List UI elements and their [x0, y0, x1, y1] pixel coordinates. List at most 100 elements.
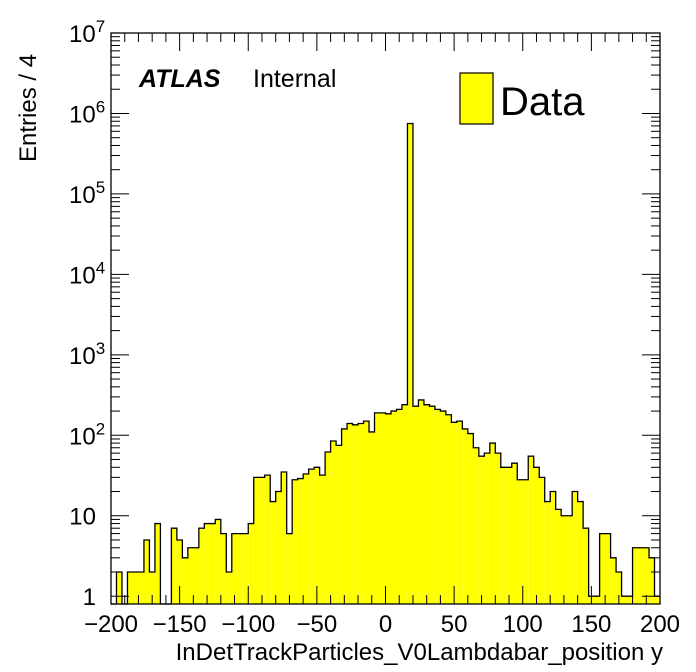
histogram-bar — [638, 547, 644, 604]
histogram-bar — [314, 467, 320, 604]
histogram-bar — [632, 547, 639, 604]
histogram-bar — [281, 471, 287, 604]
histogram-bar — [132, 571, 139, 604]
histogram-bar — [627, 596, 633, 604]
histogram-bar — [423, 404, 430, 604]
histogram-bar — [555, 509, 562, 604]
histogram-bar — [654, 596, 660, 604]
histogram-bar — [418, 399, 424, 604]
y-axis-label: Entries / 4 — [15, 54, 42, 162]
histogram-bar — [462, 428, 468, 604]
histogram-bar — [171, 528, 177, 604]
histogram-bar — [374, 412, 381, 604]
histogram-bar — [506, 467, 512, 604]
histogram-bar — [220, 533, 227, 604]
histogram-bar — [605, 533, 611, 604]
histogram-bar — [143, 539, 150, 604]
histogram-bar — [259, 477, 265, 604]
histogram-bar — [511, 463, 518, 604]
histogram-bar — [325, 451, 331, 604]
histogram-bar — [517, 479, 523, 604]
x-axis-ticks — [110, 33, 661, 604]
histogram-bar — [566, 515, 573, 604]
histogram-bar — [407, 123, 413, 604]
histogram-bar — [154, 523, 161, 604]
histogram-bar — [369, 431, 375, 604]
atlas-sublabel: Internal — [253, 65, 336, 93]
y-tick-label: 102 — [69, 419, 105, 450]
histogram-bars — [111, 122, 660, 605]
histogram-bar — [138, 571, 144, 604]
histogram-bar — [176, 539, 183, 604]
legend-label-data: Data — [500, 80, 585, 124]
histogram-bar — [292, 479, 298, 604]
histogram-bar — [193, 547, 199, 604]
histogram-bar — [237, 533, 243, 604]
y-tick-label: 106 — [69, 97, 105, 128]
y-tick-label: 103 — [69, 339, 105, 370]
histogram-bar — [396, 409, 402, 604]
x-tick-label: 100 — [503, 611, 543, 638]
histogram-bar — [248, 523, 254, 604]
histogram-bar — [484, 453, 490, 604]
histogram-bar — [352, 424, 359, 604]
histogram-bar — [495, 453, 501, 604]
histogram-bar — [297, 478, 304, 604]
histogram-bar — [643, 547, 650, 604]
x-axis-label: InDetTrackParticles_V0Lambdabar_position… — [176, 639, 663, 666]
x-tick-label: −150 — [153, 611, 207, 638]
histogram-bar — [358, 423, 364, 604]
y-tick-label: 10 — [69, 504, 96, 531]
histogram-bar — [385, 413, 391, 604]
histogram-bar — [412, 406, 419, 604]
histogram-bar — [231, 533, 238, 604]
histogram-bar — [204, 523, 210, 604]
histogram-bar — [599, 533, 606, 604]
y-tick-label: 104 — [69, 258, 105, 289]
histogram-bar — [473, 447, 479, 604]
histogram-bar — [242, 533, 249, 604]
y-tick-label: 105 — [69, 178, 105, 209]
histogram-bar — [649, 557, 655, 604]
histogram-bar — [116, 571, 122, 604]
histogram-bar — [445, 414, 452, 604]
histogram-bar — [182, 557, 188, 604]
atlas-label: ATLAS — [138, 65, 221, 93]
histogram-bar — [478, 456, 485, 604]
x-tick-label: 150 — [571, 611, 611, 638]
histogram-bar — [275, 491, 282, 604]
histogram-bar — [401, 404, 408, 604]
histogram-bar — [149, 571, 155, 604]
histogram-bar — [616, 571, 622, 604]
x-tick-label: 200 — [640, 611, 680, 638]
histogram-bar — [303, 474, 309, 604]
histogram-bar — [286, 533, 293, 604]
histogram-bar — [127, 571, 133, 604]
histogram-bar — [198, 528, 205, 604]
histogram-bar — [577, 501, 584, 604]
histogram-bar — [347, 423, 353, 604]
histogram-bar — [500, 467, 507, 604]
histogram-bar — [522, 479, 529, 604]
histogram-bar — [226, 571, 232, 604]
histogram-bar — [456, 421, 463, 604]
x-tick-labels: −200 −150 −100 −50 0 50 100 150 200 — [84, 611, 680, 638]
x-tick-label: −100 — [221, 611, 275, 638]
histogram-bar — [380, 412, 386, 604]
histogram-bar — [308, 469, 315, 604]
histogram-bar — [363, 421, 370, 604]
histogram-bar — [253, 477, 260, 604]
histogram-bar — [539, 477, 545, 604]
histogram-bar — [572, 491, 578, 604]
histogram-bar — [451, 422, 457, 604]
histogram-bar — [341, 428, 348, 604]
histogram-bar — [621, 596, 628, 604]
histogram-bar — [319, 475, 326, 604]
y-tick-label: 1 — [83, 584, 96, 611]
histogram-bar — [429, 406, 435, 604]
histogram-bar — [528, 456, 534, 604]
histogram-bar — [209, 523, 216, 604]
histogram-bar — [544, 501, 551, 604]
histogram-bar — [610, 557, 617, 604]
histogram-bar — [336, 445, 342, 604]
